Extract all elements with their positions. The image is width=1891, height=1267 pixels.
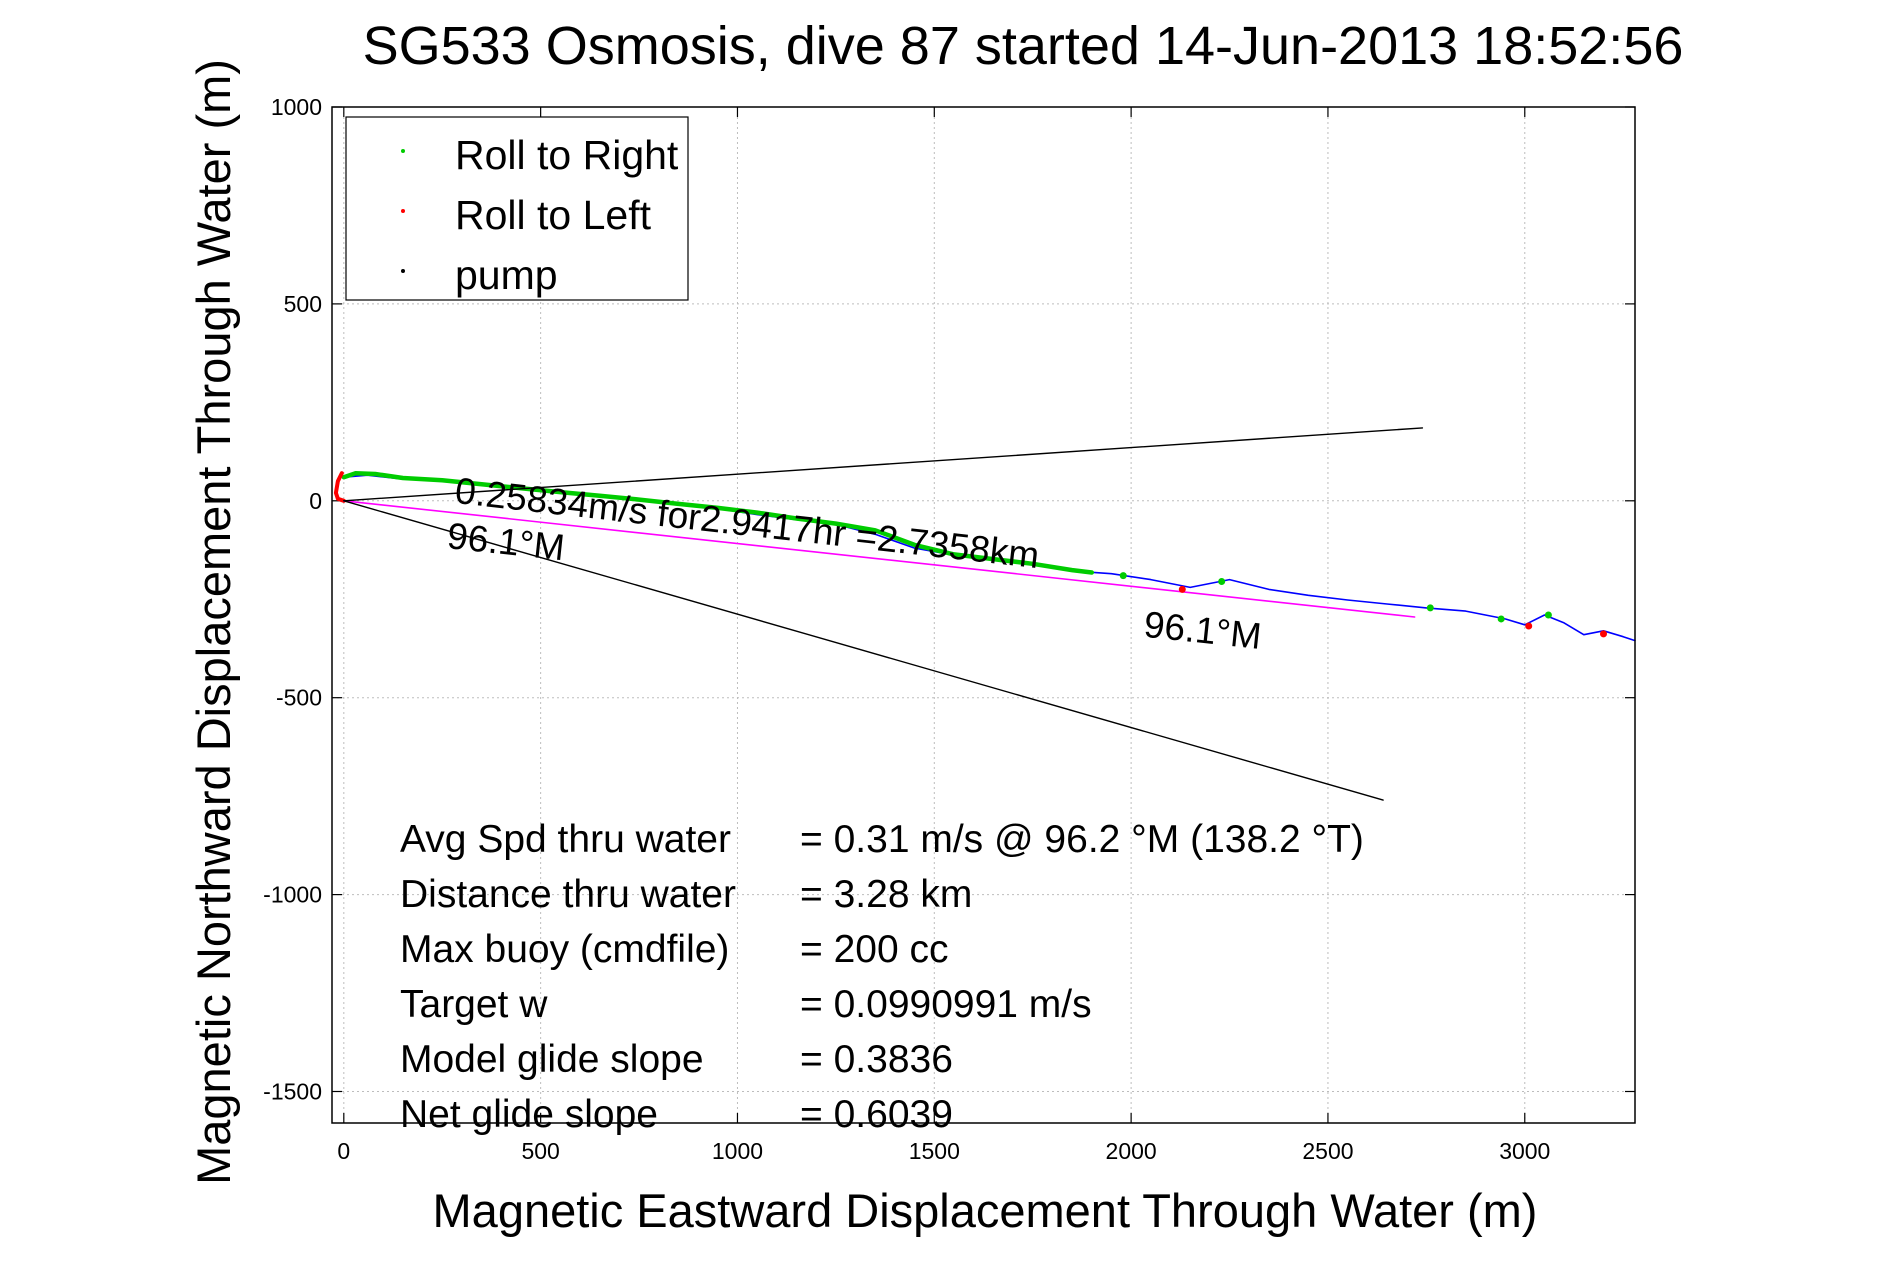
- x-tick-label: 0: [337, 1138, 350, 1164]
- stat-value: = 0.0990991 m/s: [800, 983, 1092, 1026]
- x-tick-label: 2500: [1302, 1138, 1353, 1164]
- series-line-4: [343, 427, 1424, 502]
- y-tick-label: -500: [276, 685, 322, 711]
- chart-title: SG533 Osmosis, dive 87 started 14-Jun-20…: [363, 16, 1684, 76]
- y-tick-label: -1500: [263, 1078, 322, 1104]
- roll-marker: [1426, 604, 1434, 612]
- legend-marker-0: [401, 149, 405, 153]
- plot-frame: [331, 106, 1636, 1124]
- legend-entry-label: pump: [455, 252, 558, 298]
- stat-label: Target w: [400, 983, 548, 1026]
- y-tick-label: 0: [309, 488, 322, 514]
- y-tick-label: 1000: [271, 94, 322, 120]
- stat-label: Distance thru water: [400, 873, 736, 916]
- axis-ticks: 0 500 1000 1500 2000 2500 3000 1000 500 0 -500 -100…: [263, 94, 1635, 1164]
- grid: [332, 106, 1635, 1123]
- annotations: 0.25834m/s for2.9417hr =2.7358km96.1°M96…: [445, 470, 1263, 657]
- y-axis-label: Magnetic Northward Displacement Through …: [187, 59, 240, 1185]
- series-line-1: [341, 470, 1095, 575]
- x-axis-label: Magnetic Eastward Displacement Through W…: [433, 1184, 1538, 1237]
- stats-block: Avg Spd thru water = 0.31 m/s @ 96.2 °M (…: [400, 818, 1364, 1136]
- stat-value: = 0.6039: [800, 1093, 953, 1136]
- stat-label: Avg Spd thru water: [400, 818, 731, 861]
- roll-marker: [1218, 578, 1226, 586]
- stat-value: = 0.31 m/s @ 96.2 °M (138.2 °T): [800, 818, 1364, 861]
- roll-marker: [1525, 622, 1533, 630]
- series-line-5: [343, 500, 1384, 801]
- plot-series: [333, 427, 1636, 801]
- series-line-2: [333, 471, 346, 503]
- legend-marker-1: [401, 209, 405, 213]
- legend-entry-label: Roll to Right: [455, 132, 679, 178]
- series-line-3: [342, 499, 1416, 618]
- x-tick-label: 1500: [909, 1138, 960, 1164]
- y-tick-label: 500: [284, 291, 322, 317]
- x-tick-label: 1000: [712, 1138, 763, 1164]
- annotation-text: 96.1°M: [1142, 604, 1263, 657]
- stat-value: = 3.28 km: [800, 873, 972, 916]
- stat-label: Model glide slope: [400, 1038, 704, 1081]
- stat-value: = 0.3836: [800, 1038, 953, 1081]
- legend: Roll to Right Roll to Left pump: [345, 116, 689, 301]
- y-tick-label: -1000: [263, 882, 322, 908]
- legend-marker-2: [401, 269, 405, 273]
- stat-label: Max buoy (cmdfile): [400, 928, 729, 971]
- roll-marker: [1544, 611, 1552, 619]
- stat-label: Net glide slope: [400, 1093, 658, 1136]
- x-tick-label: 3000: [1499, 1138, 1550, 1164]
- roll-marker: [1119, 572, 1127, 580]
- legend-entry-label: Roll to Left: [455, 192, 652, 238]
- roll-marker: [1600, 630, 1608, 638]
- roll-marker: [1497, 615, 1505, 623]
- roll-marker: [1178, 585, 1186, 593]
- x-tick-label: 2000: [1106, 1138, 1157, 1164]
- stat-value: = 200 cc: [800, 928, 949, 971]
- x-tick-label: 500: [521, 1138, 559, 1164]
